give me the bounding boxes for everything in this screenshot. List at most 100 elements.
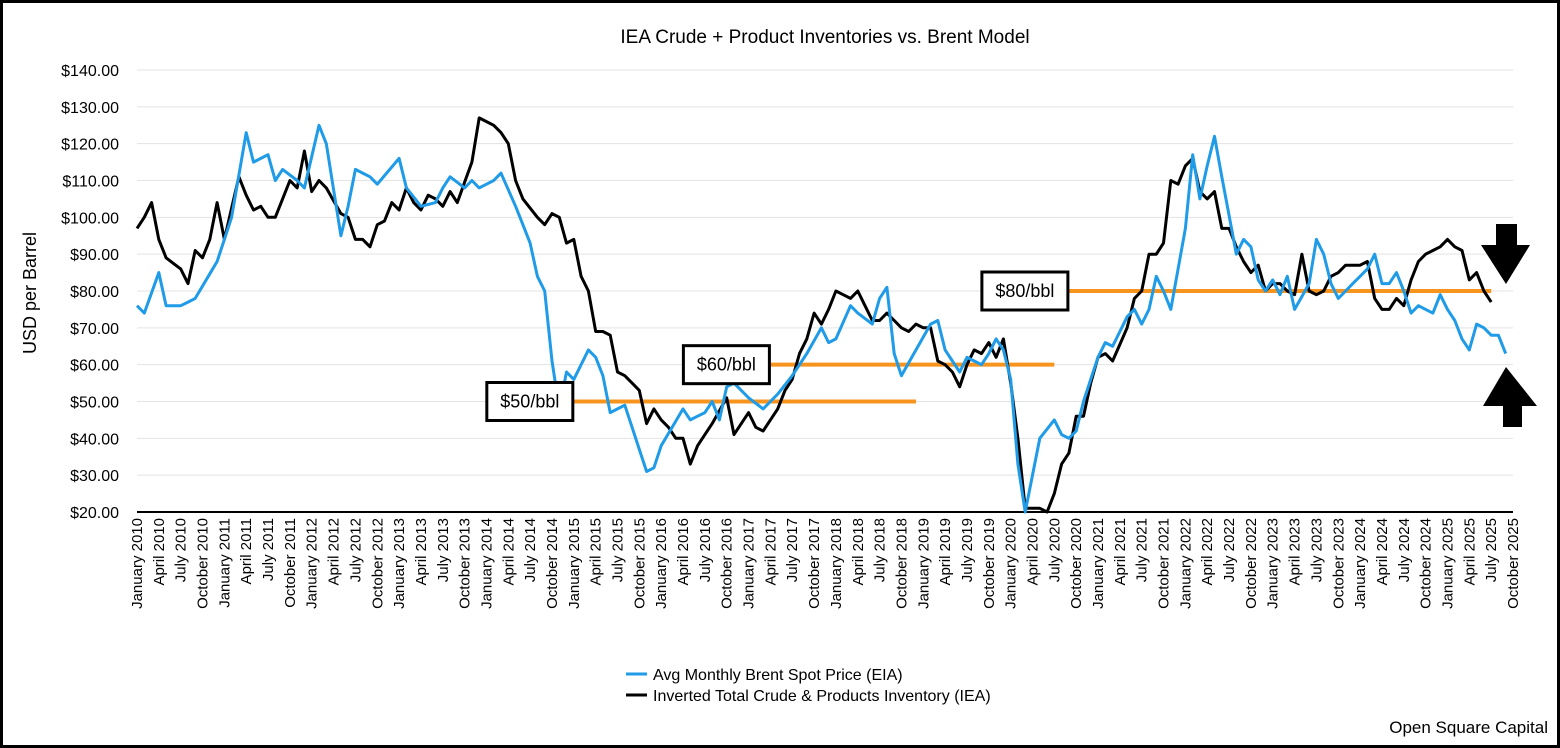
price-level-label: $60/bbl <box>697 355 756 375</box>
x-tick-label: January 2014 <box>478 518 495 609</box>
price-level-box <box>980 270 1070 312</box>
y-tick-label: $20.00 <box>70 505 119 522</box>
x-tick-label: April 2011 <box>238 518 255 584</box>
x-tick-label: April 2016 <box>675 518 692 586</box>
x-tick-label: October 2025 <box>1505 518 1522 609</box>
y-tick-label: $130.00 <box>61 100 119 117</box>
x-tick-label: July 2011 <box>260 518 277 581</box>
y-axis-label: USD per Barrel <box>20 232 40 354</box>
legend-label-inventory: Inverted Total Crude & Products Inventor… <box>653 688 991 705</box>
x-tick-label: October 2022 <box>1243 518 1260 609</box>
x-tick-label: July 2013 <box>435 518 452 582</box>
chart-title: IEA Crude + Product Inventories vs. Bren… <box>620 27 1029 48</box>
x-tick-label: October 2019 <box>981 518 998 609</box>
x-tick-label: October 2021 <box>1156 518 1173 609</box>
price-level-box <box>681 344 771 386</box>
y-tick-label: $80.00 <box>70 284 119 301</box>
y-tick-label: $30.00 <box>70 468 119 485</box>
price-level-label: $50/bbl <box>500 392 559 412</box>
gridlines <box>137 69 1513 513</box>
x-tick-label: January 2019 <box>915 518 932 609</box>
x-tick-label: January 2013 <box>391 518 408 609</box>
x-tick-label: July 2025 <box>1483 518 1500 582</box>
x-tick-label: January 2020 <box>1003 518 1020 609</box>
x-tick-label: April 2012 <box>326 518 343 586</box>
direction-arrows <box>1481 224 1537 427</box>
x-tick-label: October 2015 <box>631 518 648 609</box>
price-level-label: $80/bbl <box>995 281 1054 301</box>
x-tick-label: October 2017 <box>806 518 823 609</box>
x-tick-label: July 2017 <box>784 518 801 582</box>
up-arrow-icon <box>1483 367 1537 427</box>
x-tick-label: April 2018 <box>850 518 867 586</box>
x-tick-label: October 2010 <box>195 518 212 609</box>
y-tick-label: $60.00 <box>70 358 119 375</box>
x-tick-label: July 2024 <box>1396 518 1413 582</box>
x-tick-label: April 2023 <box>1287 518 1304 586</box>
x-tick-label: April 2022 <box>1199 518 1216 586</box>
y-tick-label: $90.00 <box>70 247 119 264</box>
x-tick-label: October 2020 <box>1068 518 1085 609</box>
x-tick-label: April 2013 <box>413 518 430 586</box>
x-tick-label: April 2015 <box>588 518 605 586</box>
series-line-inventory <box>135 116 1493 514</box>
x-tick-label: July 2010 <box>173 518 190 582</box>
x-tick-label: October 2024 <box>1418 518 1435 609</box>
x-tick-label: January 2024 <box>1352 518 1369 609</box>
x-tick-label: January 2011 <box>216 518 233 608</box>
x-tick-label: January 2018 <box>828 518 845 609</box>
x-tick-label: January 2016 <box>653 518 670 609</box>
x-tick-label: October 2016 <box>719 518 736 609</box>
x-tick-label: July 2016 <box>697 518 714 582</box>
x-tick-label: April 2021 <box>1112 518 1129 586</box>
x-tick-label: July 2019 <box>959 518 976 582</box>
x-tick-label: January 2025 <box>1439 518 1456 609</box>
x-tick-label: July 2021 <box>1134 518 1151 582</box>
x-tick-label: April 2020 <box>1024 518 1041 586</box>
legend: Avg Monthly Brent Spot Price (EIA) Inver… <box>626 667 991 705</box>
x-tick-label: October 2013 <box>457 518 474 609</box>
x-tick-label: July 2012 <box>347 518 364 582</box>
x-tick-label: January 2022 <box>1177 518 1194 609</box>
series-line-brent <box>135 123 1508 514</box>
x-tick-label: January 2017 <box>741 518 758 609</box>
x-tick-label: July 2014 <box>522 518 539 582</box>
y-tick-label: $110.00 <box>62 174 119 191</box>
x-tick-label: January 2023 <box>1265 518 1282 609</box>
x-tick-label: April 2025 <box>1461 518 1478 586</box>
x-tick-label: October 2023 <box>1330 518 1347 609</box>
x-tick-label: July 2018 <box>872 518 889 582</box>
x-axis-ticks: January 2010 April 2010 July 2010 October 2… <box>129 518 1522 609</box>
y-tick-label: $100.00 <box>61 210 119 227</box>
x-tick-label: January 2015 <box>566 518 583 609</box>
x-tick-label: October 2012 <box>369 518 386 609</box>
y-tick-label: $120.00 <box>61 137 119 154</box>
x-tick-label: October 2014 <box>544 518 561 609</box>
x-tick-label: October 2011 <box>282 518 299 608</box>
x-tick-label: January 2021 <box>1090 518 1107 609</box>
price-level-box <box>485 381 575 422</box>
x-tick-label: July 2022 <box>1221 518 1238 582</box>
x-tick-label: July 2015 <box>610 518 627 582</box>
y-tick-label: $70.00 <box>70 321 119 338</box>
price-level-labels: $50/bbl $60/bbl $80/bbl <box>485 270 1070 422</box>
x-tick-label: July 2023 <box>1308 518 1325 582</box>
x-tick-label: October 2018 <box>893 518 910 609</box>
down-arrow-icon <box>1481 224 1530 284</box>
x-tick-label: January 2010 <box>129 518 146 609</box>
x-tick-label: April 2014 <box>500 518 517 586</box>
y-tick-label: $40.00 <box>70 431 119 448</box>
x-tick-label: April 2019 <box>937 518 954 586</box>
legend-label-brent: Avg Monthly Brent Spot Price (EIA) <box>653 667 903 684</box>
x-tick-label: April 2024 <box>1374 518 1391 586</box>
chart-canvas: IEA Crude + Product Inventories vs. Bren… <box>20 27 1548 737</box>
y-axis-ticks: $140.00 $130.00 $120.00 $110.00 $100.00 $90.0… <box>61 63 119 522</box>
x-tick-label: July 2020 <box>1046 518 1063 582</box>
y-tick-label: $140.00 <box>61 63 119 80</box>
x-tick-label: April 2017 <box>762 518 779 586</box>
series-lines <box>135 116 1508 514</box>
x-tick-label: April 2010 <box>151 518 168 586</box>
y-tick-label: $50.00 <box>70 395 119 412</box>
source-credit: Open Square Capital <box>1389 718 1548 737</box>
